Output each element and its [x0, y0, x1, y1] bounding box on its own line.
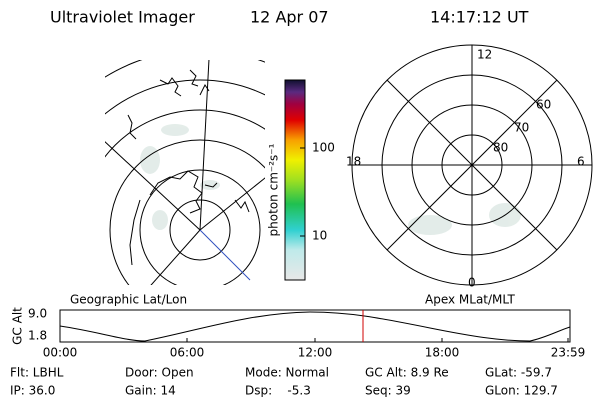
lat-label: 60 [536, 98, 551, 112]
time-label: 18:00 [425, 346, 460, 360]
hour-label: 12 [477, 48, 492, 62]
colorbar-tick-label: 100 [312, 141, 335, 155]
info-field: Dsp: -5.3 [245, 384, 311, 398]
info-field: IP: 36.0 [10, 384, 55, 398]
panel-label: Apex MLat/MLT [425, 293, 515, 307]
info-field: Gain: 14 [125, 384, 176, 398]
panel-label: Geographic Lat/Lon [70, 293, 187, 307]
colorbar [284, 79, 306, 281]
geographic-map [105, 60, 265, 285]
time: 14:17:12 UT [430, 8, 529, 27]
info-field: GLat: -59.7 [485, 366, 552, 380]
altitude-frame [59, 309, 571, 343]
lat-label: 80 [493, 141, 508, 155]
date: 12 Apr 07 [250, 8, 329, 27]
altitude-axis-label: GC Alt [11, 307, 25, 345]
lat-label: 70 [514, 121, 529, 135]
hour-label: 0 [468, 276, 476, 290]
time-label: 23:59 [551, 346, 586, 360]
colorbar-tick-label: 10 [312, 229, 327, 243]
title: Ultraviolet Imager [50, 8, 195, 27]
info-field: GC Alt: 8.9 Re [365, 366, 449, 380]
info-field: Mode: Normal [245, 366, 329, 380]
altitude-curve [59, 311, 571, 342]
info-field: Door: Open [125, 366, 194, 380]
altitude-y-label: 1.8 [28, 329, 47, 343]
hour-label: 18 [346, 155, 361, 169]
info-field: GLon: 129.7 [485, 384, 558, 398]
time-label: 06:00 [170, 346, 205, 360]
info-field: Flt: LBHL [10, 366, 64, 380]
polar-plot [351, 44, 593, 286]
info-field: Seq: 39 [365, 384, 411, 398]
colorbar-ticks [300, 147, 305, 237]
altitude-y-label: 9.0 [28, 307, 47, 321]
time-label: 12:00 [298, 346, 333, 360]
colorbar-unit: photon cm⁻²s⁻¹ [267, 143, 281, 236]
hour-label: 6 [577, 155, 585, 169]
time-label: 00:00 [43, 346, 78, 360]
